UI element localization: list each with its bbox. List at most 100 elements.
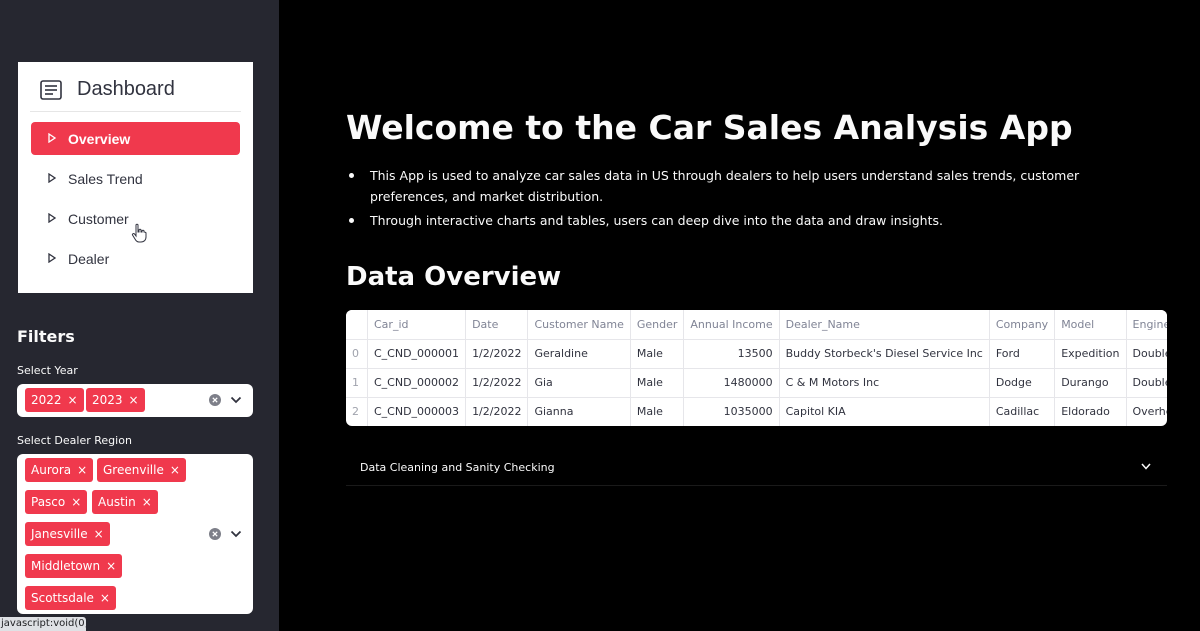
play-triangle-icon <box>48 173 56 183</box>
region-tag-janesville: Janesville × <box>25 522 110 546</box>
select-dealer-region-multiselect[interactable]: Aurora × Greenville × Pasco × Austin × Janes… <box>17 454 253 614</box>
table-cell[interactable]: Ford <box>989 339 1056 369</box>
table-cell[interactable]: Durango <box>1054 368 1127 398</box>
table-cell[interactable]: Gianna <box>527 397 631 426</box>
hand-cursor-icon <box>131 223 147 243</box>
tag-remove-icon[interactable]: × <box>67 393 78 407</box>
column-header[interactable]: Model <box>1054 310 1127 340</box>
table-cell[interactable]: Dodge <box>989 368 1056 398</box>
row-index: 1 <box>346 368 368 398</box>
tag-remove-icon[interactable]: × <box>169 463 180 477</box>
table-cell[interactable]: C_CND_000001 <box>367 339 467 369</box>
row-index: 2 <box>346 397 368 426</box>
table-cell[interactable]: 1/2/2022 <box>465 339 529 369</box>
column-header[interactable]: Date <box>465 310 529 340</box>
nav-item-label: Sales Trend <box>68 171 143 187</box>
table-cell[interactable]: Gia <box>527 368 631 398</box>
tag-remove-icon[interactable]: × <box>93 527 104 541</box>
column-header[interactable]: Dealer_Name <box>779 310 990 340</box>
table-cell[interactable]: C & M Motors Inc <box>779 368 990 398</box>
play-triangle-icon <box>48 133 56 143</box>
tag-remove-icon[interactable]: × <box>99 591 110 605</box>
table-cell[interactable]: Male <box>630 368 685 398</box>
nav-header: Dashboard <box>18 62 253 112</box>
table-cell[interactable]: DoubleÂ Overhea <box>1126 368 1167 398</box>
nav-divider <box>30 111 241 112</box>
table-header-row: Car_id Date Customer Name Gender Annual … <box>346 310 1167 340</box>
nav-item-dealer[interactable]: Dealer <box>31 242 240 275</box>
column-header[interactable]: Customer Name <box>527 310 631 340</box>
bullet-dot <box>349 173 354 178</box>
table-cell[interactable]: Buddy Storbeck's Diesel Service Inc <box>779 339 990 369</box>
column-header[interactable]: Engine <box>1126 310 1167 340</box>
table-row: 0 C_CND_000001 1/2/2022 Geraldine Male 1… <box>346 339 1167 369</box>
nav-menu: Dashboard Overview Sales Trend Customer … <box>18 62 253 293</box>
table-row: 2 C_CND_000003 1/2/2022 Gianna Male 1035… <box>346 397 1167 426</box>
clear-all-icon[interactable] <box>209 394 221 406</box>
tag-remove-icon[interactable]: × <box>71 495 82 509</box>
table-cell[interactable]: Male <box>630 397 685 426</box>
table-cell[interactable]: Cadillac <box>989 397 1056 426</box>
select-year-multiselect[interactable]: 2022 × 2023 × <box>17 384 253 417</box>
tag-remove-icon[interactable]: × <box>77 463 88 477</box>
table-cell[interactable]: Geraldine <box>527 339 631 369</box>
column-header[interactable]: Annual Income <box>683 310 780 340</box>
intro-bullet-list: This App is used to analyze car sales da… <box>346 165 1146 234</box>
expander-label: Data Cleaning and Sanity Checking <box>360 461 555 474</box>
column-header[interactable]: Company <box>989 310 1056 340</box>
table-cell[interactable]: C_CND_000002 <box>367 368 467 398</box>
data-overview-table[interactable]: Car_id Date Customer Name Gender Annual … <box>346 310 1167 426</box>
play-triangle-icon <box>48 213 56 223</box>
region-tag-pasco: Pasco × <box>25 490 88 514</box>
nav-item-label: Customer <box>68 211 129 227</box>
table-cell[interactable]: Male <box>630 339 685 369</box>
table-cell[interactable]: Overhead Camsh <box>1126 397 1167 426</box>
list-item: This App is used to analyze car sales da… <box>346 165 1146 207</box>
sidebar: Dashboard Overview Sales Trend Customer … <box>0 0 279 631</box>
nav-item-label: Overview <box>68 131 131 147</box>
table-cell[interactable]: 1/2/2022 <box>465 368 529 398</box>
bullet-dot <box>349 218 354 223</box>
data-cleaning-expander[interactable]: Data Cleaning and Sanity Checking <box>346 450 1167 486</box>
table-cell[interactable]: 1035000 <box>683 397 780 426</box>
row-index: 0 <box>346 339 368 369</box>
column-header <box>346 310 368 340</box>
table-cell[interactable]: C_CND_000003 <box>367 397 467 426</box>
main-content: Welcome to the Car Sales Analysis App Th… <box>279 0 1200 631</box>
tag-remove-icon[interactable]: × <box>106 559 117 573</box>
table-cell[interactable]: 1/2/2022 <box>465 397 529 426</box>
chevron-down-icon <box>1141 463 1151 470</box>
nav-item-sales-trend[interactable]: Sales Trend <box>31 162 240 195</box>
year-tag-2023: 2023 × <box>86 388 145 412</box>
tag-remove-icon[interactable]: × <box>128 393 139 407</box>
play-triangle-icon <box>48 253 56 263</box>
nav-item-overview[interactable]: Overview <box>31 122 240 155</box>
filters-title: Filters <box>17 327 75 346</box>
table-cell[interactable]: Capitol KIA <box>779 397 990 426</box>
chevron-down-icon[interactable] <box>230 530 242 538</box>
year-tag-2022: 2022 × <box>25 388 84 412</box>
region-tag-middletown: Middletown × <box>25 554 123 578</box>
table-cell[interactable]: 13500 <box>683 339 780 369</box>
region-tag-greenville: Greenville × <box>97 458 186 482</box>
region-tag-austin: Austin × <box>92 490 158 514</box>
column-header[interactable]: Car_id <box>367 310 467 340</box>
tag-remove-icon[interactable]: × <box>141 495 152 509</box>
select-region-label: Select Dealer Region <box>17 434 132 447</box>
table-cell[interactable]: Expedition <box>1054 339 1127 369</box>
region-tag-scottsdale: Scottsdale × <box>25 586 116 610</box>
region-tag-aurora: Aurora × <box>25 458 94 482</box>
chevron-down-icon[interactable] <box>230 396 242 404</box>
nav-item-customer[interactable]: Customer <box>31 202 240 235</box>
nav-item-label: Dealer <box>68 251 110 267</box>
dashboard-list-icon <box>40 80 62 100</box>
page-title: Welcome to the Car Sales Analysis App <box>346 108 1073 147</box>
list-item: Through interactive charts and tables, u… <box>346 210 1146 231</box>
section-title-data-overview: Data Overview <box>346 262 562 292</box>
clear-all-icon[interactable] <box>209 528 221 540</box>
table-cell[interactable]: DoubleÂ Overhea <box>1126 339 1167 369</box>
table-cell[interactable]: 1480000 <box>683 368 780 398</box>
column-header[interactable]: Gender <box>630 310 685 340</box>
table-cell[interactable]: Eldorado <box>1054 397 1127 426</box>
status-bar-url: javascript:void(0); <box>0 617 86 631</box>
